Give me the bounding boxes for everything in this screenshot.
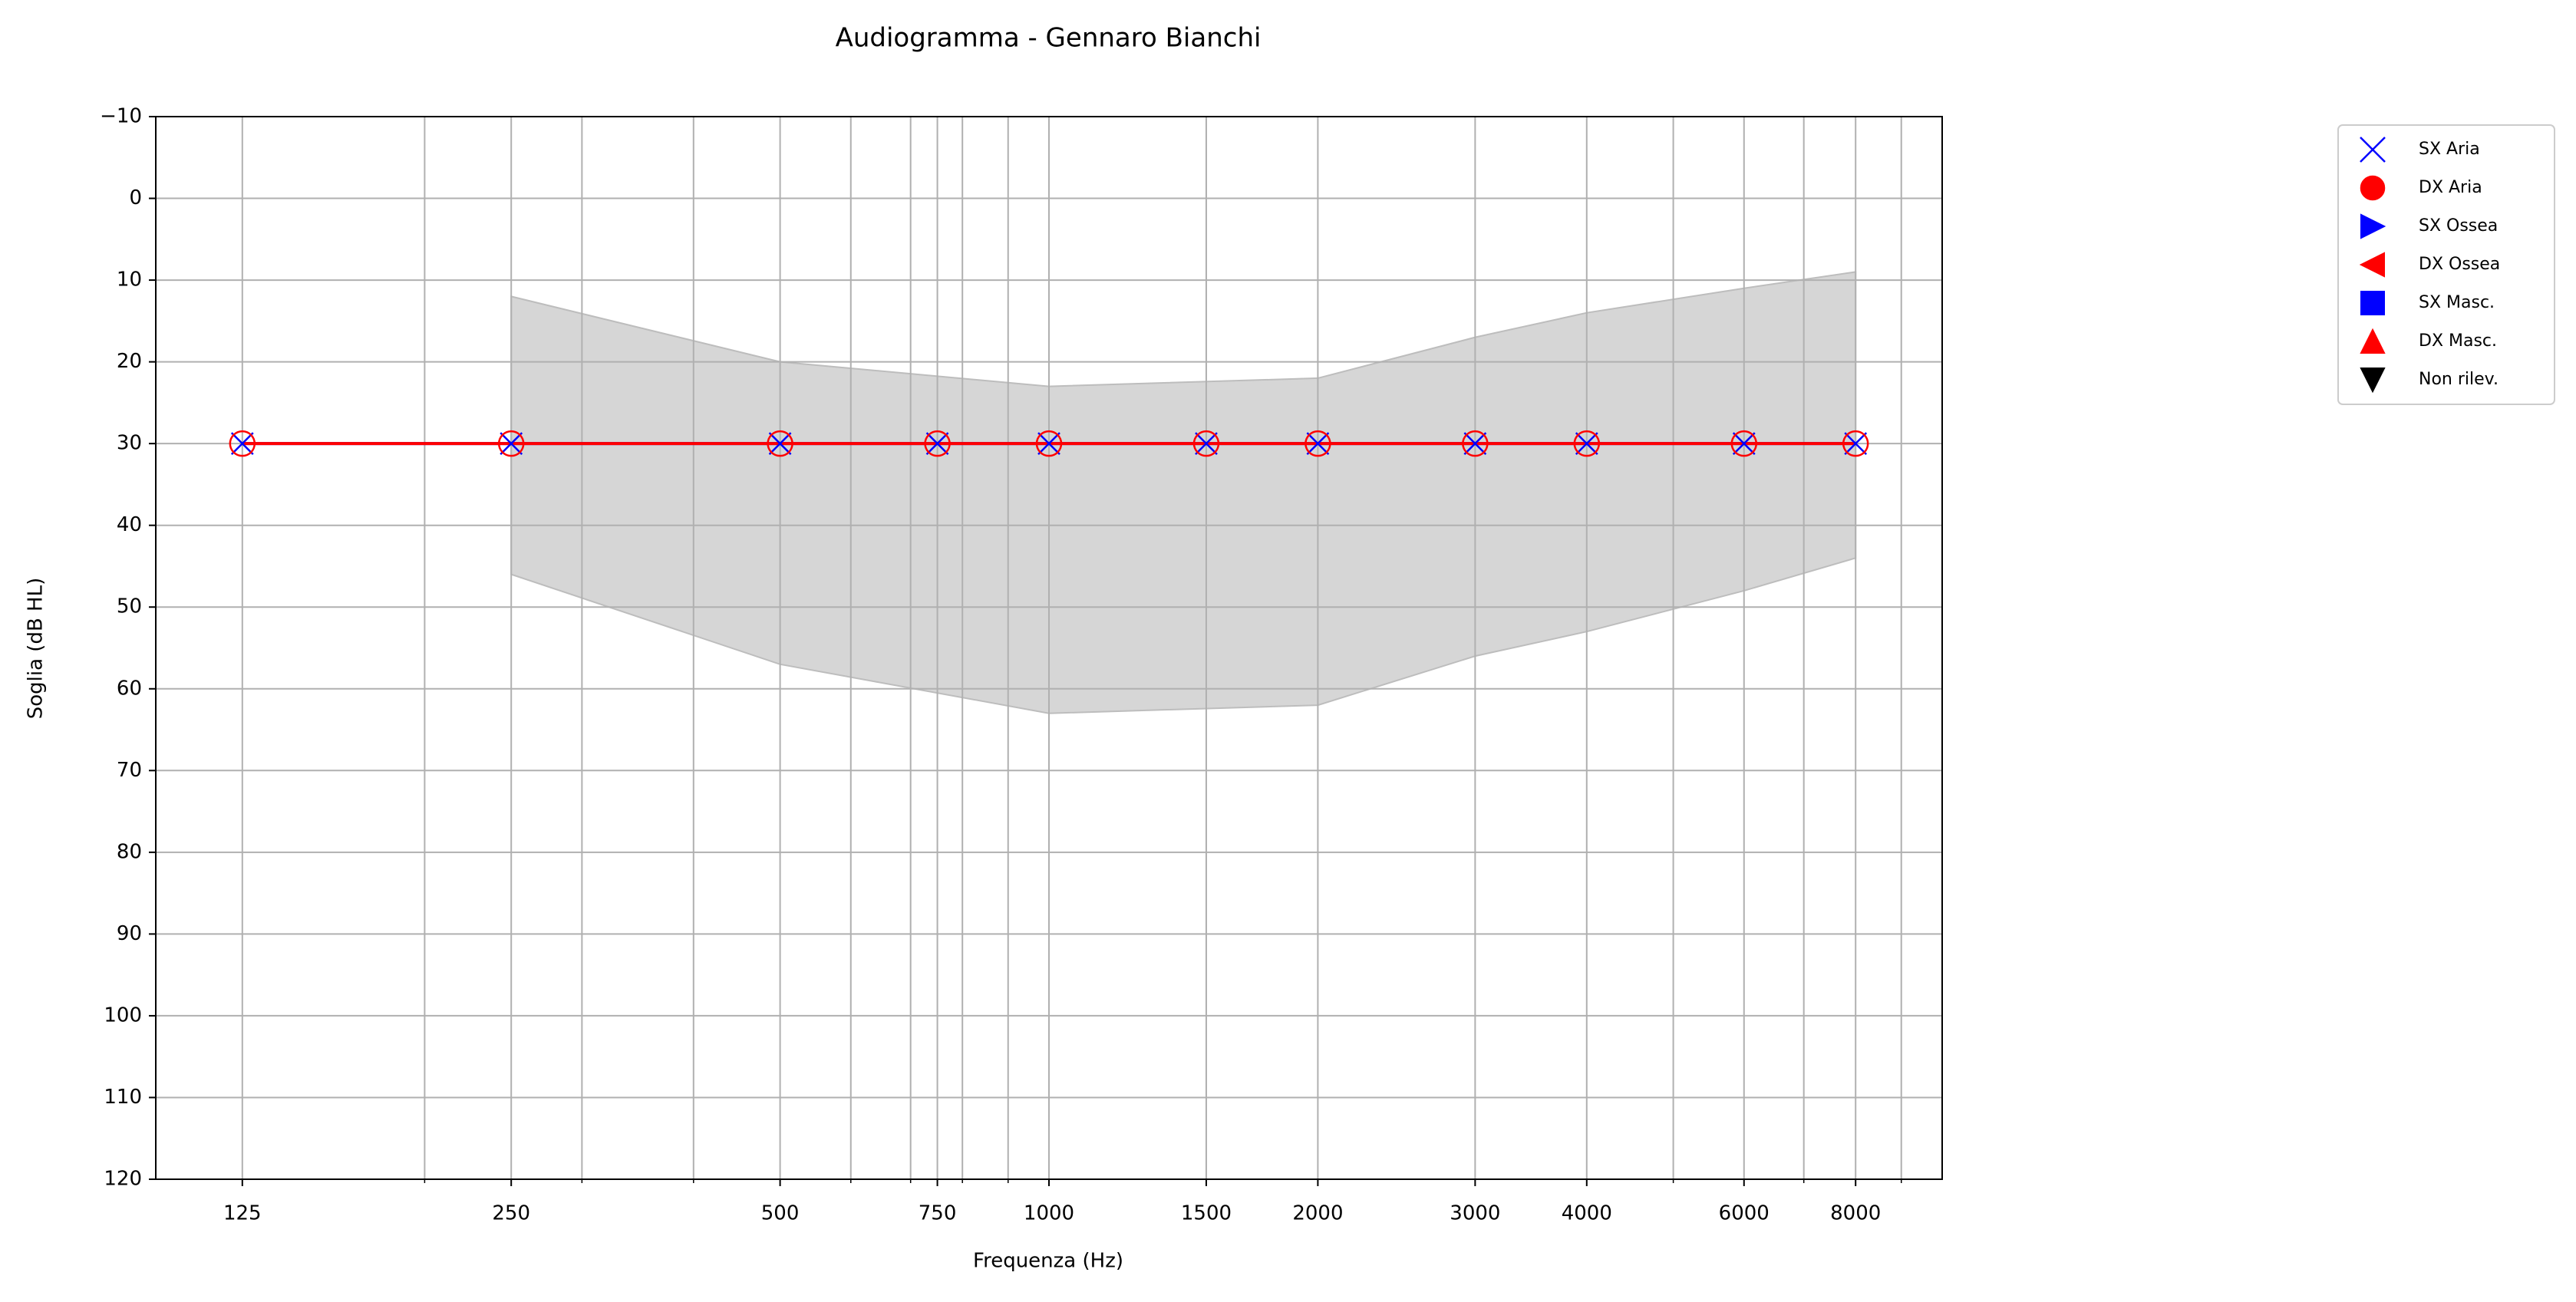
- marker-x: [1844, 432, 1868, 456]
- marker-circle: [1730, 430, 1758, 457]
- legend-label: SX Ossea: [2419, 216, 2498, 236]
- y-tick-label: 0: [129, 186, 142, 209]
- marker-circle: [2360, 175, 2386, 201]
- marker-x: [500, 432, 523, 456]
- x-tick-label: 2000: [1292, 1202, 1343, 1225]
- y-tick-label: 90: [117, 922, 142, 945]
- legend-label: DX Aria: [2419, 178, 2482, 197]
- marker-x: [1037, 432, 1060, 456]
- marker-circle: [1842, 430, 1869, 457]
- marker-x: [230, 432, 254, 456]
- x-tick-label: 1000: [1024, 1202, 1074, 1225]
- y-tick-label: 110: [104, 1086, 142, 1109]
- marker: [2360, 368, 2386, 394]
- marker: [2360, 291, 2385, 315]
- x-tick-label: 4000: [1562, 1202, 1612, 1225]
- x-tick-label: 8000: [1830, 1202, 1881, 1225]
- x-tick-label: 250: [492, 1202, 530, 1225]
- x-tick-label: 1500: [1181, 1202, 1232, 1225]
- legend-label: DX Masc.: [2419, 331, 2497, 351]
- legend-label: SX Aria: [2419, 140, 2480, 159]
- y-tick-label: −10: [100, 105, 142, 128]
- x-tick-label: 6000: [1719, 1202, 1770, 1225]
- x-tick-label: 500: [761, 1202, 800, 1225]
- chart-title: Audiogramma - Gennaro Bianchi: [836, 23, 1262, 54]
- legend-label: SX Masc.: [2419, 293, 2495, 312]
- y-tick-label: 70: [117, 759, 142, 782]
- y-tick-label: 50: [117, 595, 142, 618]
- marker-x: [1195, 432, 1218, 456]
- y-tick-label: 100: [104, 1004, 142, 1027]
- y-tick-label: 120: [104, 1168, 142, 1191]
- marker-x: [768, 432, 792, 456]
- y-tick-label: 20: [117, 350, 142, 373]
- marker-circle: [767, 430, 793, 457]
- marker: [2359, 252, 2385, 278]
- marker-circle: [924, 430, 951, 457]
- marker-circle: [1462, 430, 1489, 457]
- marker-circle: [1035, 430, 1063, 457]
- marker-circle: [1192, 430, 1220, 457]
- y-axis-label: Soglia (dB HL): [25, 578, 48, 720]
- legend-label: DX Ossea: [2419, 255, 2500, 274]
- marker: [2360, 213, 2386, 239]
- y-tick-label: 80: [117, 840, 142, 863]
- x-tick-label: 3000: [1450, 1202, 1500, 1225]
- x-axis-label: Frequenza (Hz): [973, 1250, 1123, 1273]
- y-tick-label: 40: [117, 513, 142, 536]
- marker-x: [925, 432, 949, 456]
- marker-x: [1575, 432, 1598, 456]
- marker-circle: [1304, 430, 1331, 457]
- y-tick-label: 60: [117, 677, 142, 700]
- marker-x: [1463, 432, 1487, 456]
- marker-circle: [497, 430, 525, 457]
- normal-range-band: [510, 271, 1857, 714]
- legend-box: [2337, 124, 2555, 405]
- marker-x: [1306, 432, 1330, 456]
- y-tick-label: 30: [117, 432, 142, 455]
- legend-label: Non rilev.: [2419, 370, 2498, 389]
- marker: [2360, 328, 2386, 354]
- x-tick-label: 750: [919, 1202, 957, 1225]
- marker-circle: [1573, 430, 1601, 457]
- y-tick-label: 10: [117, 269, 142, 292]
- x-tick-label: 125: [223, 1202, 262, 1225]
- marker-x: [1732, 432, 1756, 456]
- marker-x: [2360, 137, 2386, 163]
- marker-circle: [229, 430, 256, 457]
- plot-frame: [155, 116, 1943, 1180]
